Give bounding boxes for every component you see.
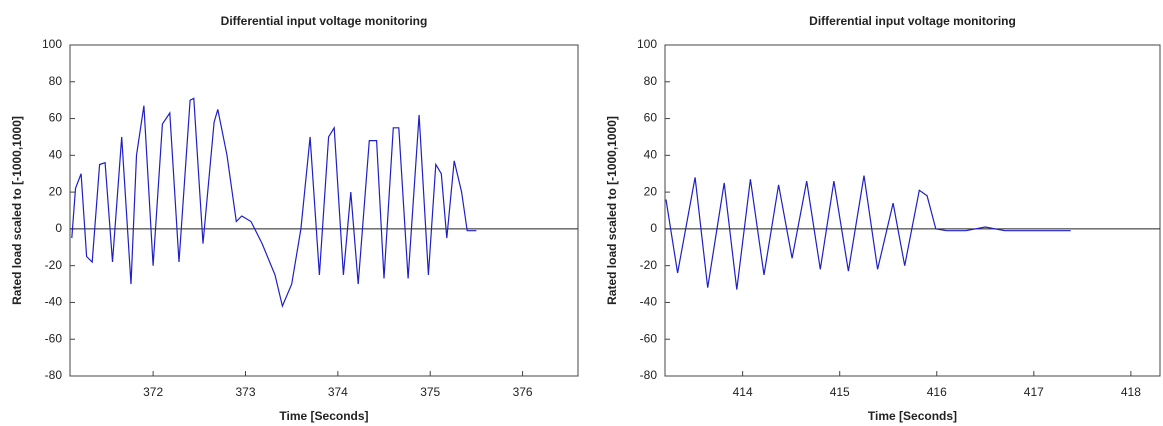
y-tick-label: 0 bbox=[55, 221, 62, 235]
y-tick-label: 40 bbox=[49, 148, 63, 162]
y-tick-label: 60 bbox=[644, 111, 658, 125]
plot-frame bbox=[664, 44, 1161, 377]
x-tick-label: 416 bbox=[927, 385, 947, 399]
x-tick-label: 418 bbox=[1121, 385, 1141, 399]
x-tick-label: 372 bbox=[143, 385, 163, 399]
data-line bbox=[71, 97, 477, 309]
chart-title: Differential input voltage monitoring bbox=[221, 14, 428, 28]
x-tick-label: 375 bbox=[420, 385, 440, 399]
y-tick-label: 40 bbox=[644, 148, 658, 162]
y-tick-label: -60 bbox=[45, 331, 63, 345]
x-axis-label: Time [Seconds] bbox=[279, 409, 368, 423]
x-tick-label: 414 bbox=[733, 385, 753, 399]
y-tick-label: -40 bbox=[640, 295, 658, 309]
y-tick-label: -40 bbox=[45, 295, 63, 309]
y-tick-label: -80 bbox=[45, 368, 63, 382]
chart-title: Differential input voltage monitoring bbox=[809, 14, 1016, 28]
y-tick-label: 20 bbox=[49, 184, 63, 198]
y-tick-label: 80 bbox=[49, 74, 63, 88]
y-tick-label: -80 bbox=[640, 368, 658, 382]
y-tick-label: 100 bbox=[42, 37, 62, 51]
x-tick-label: 415 bbox=[830, 385, 850, 399]
y-tick-label: -20 bbox=[640, 258, 658, 272]
y-tick-label: 100 bbox=[637, 37, 657, 51]
x-tick-label: 373 bbox=[235, 385, 255, 399]
y-tick-label: -20 bbox=[45, 258, 63, 272]
data-line bbox=[665, 175, 1071, 290]
y-tick-label: -60 bbox=[640, 331, 658, 345]
x-tick-label: 374 bbox=[328, 385, 348, 399]
x-tick-label: 376 bbox=[513, 385, 533, 399]
y-tick-label: 0 bbox=[650, 221, 657, 235]
y-axis-label: Rated load scaled to [-1000,1000] bbox=[10, 116, 24, 305]
y-tick-label: 80 bbox=[644, 74, 658, 88]
y-tick-label: 20 bbox=[644, 184, 658, 198]
x-tick-label: 417 bbox=[1024, 385, 1044, 399]
x-axis-label: Time [Seconds] bbox=[868, 409, 957, 423]
y-axis-label: Rated load scaled to [-1000,1000] bbox=[605, 116, 619, 305]
y-tick-label: 60 bbox=[49, 111, 63, 125]
